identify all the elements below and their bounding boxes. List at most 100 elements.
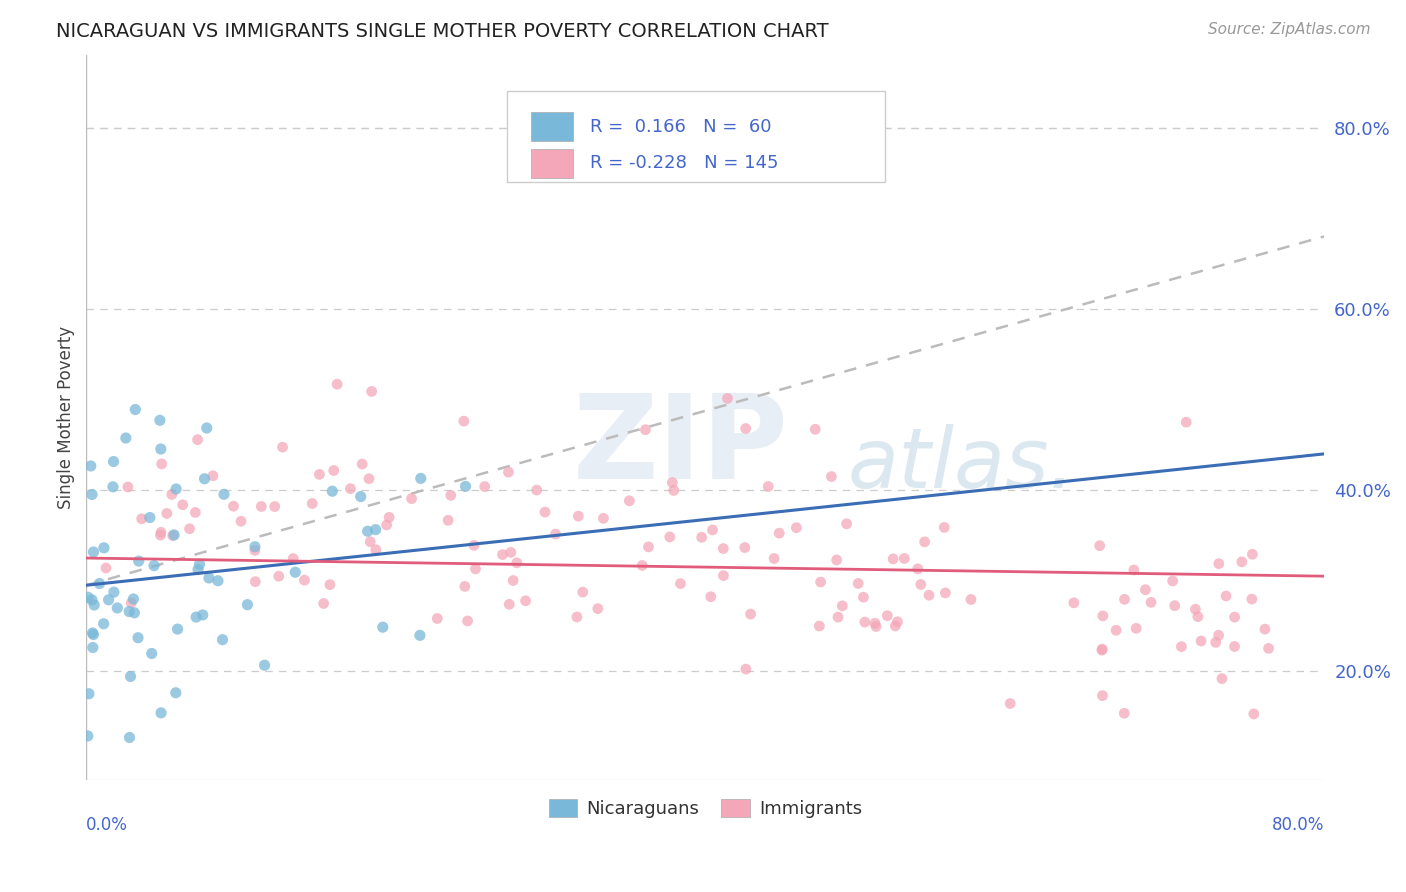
Point	[312, 597, 335, 611]
Point	[160, 487, 183, 501]
Point	[825, 553, 848, 567]
Point	[1241, 547, 1264, 561]
Point	[716, 392, 738, 406]
Point	[658, 530, 681, 544]
Point	[631, 558, 654, 573]
Point	[356, 524, 378, 539]
Point	[669, 576, 692, 591]
Point	[515, 594, 537, 608]
Point	[207, 574, 229, 588]
Point	[211, 632, 233, 647]
Point	[250, 500, 273, 514]
Point	[212, 487, 235, 501]
Point	[918, 588, 941, 602]
Point	[188, 558, 211, 572]
Point	[77, 687, 100, 701]
Point	[156, 507, 179, 521]
Legend: Nicaraguans, Immigrants: Nicaraguans, Immigrants	[541, 792, 869, 825]
Point	[352, 457, 374, 471]
Point	[319, 577, 342, 591]
Point	[914, 534, 936, 549]
Point	[1164, 599, 1187, 613]
Point	[893, 551, 915, 566]
Point	[245, 574, 267, 589]
Point	[820, 469, 842, 483]
Point	[243, 540, 266, 554]
Point	[360, 384, 382, 399]
Point	[474, 479, 496, 493]
Point	[735, 662, 758, 676]
Point	[1088, 539, 1111, 553]
Point	[82, 626, 104, 640]
Point	[371, 620, 394, 634]
Point	[1114, 592, 1136, 607]
Point	[321, 484, 343, 499]
Point	[322, 463, 344, 477]
Point	[1114, 706, 1136, 721]
Point	[165, 482, 187, 496]
Point	[141, 647, 163, 661]
Point	[375, 518, 398, 533]
Point	[506, 556, 529, 570]
Point	[243, 543, 266, 558]
Point	[103, 585, 125, 599]
Point	[498, 465, 520, 479]
Point	[464, 562, 486, 576]
Point	[910, 577, 932, 591]
Point	[1135, 582, 1157, 597]
Point	[124, 402, 146, 417]
Point	[120, 669, 142, 683]
Point	[846, 576, 869, 591]
Point	[409, 471, 432, 485]
Point	[117, 480, 139, 494]
Point	[150, 457, 173, 471]
Point	[491, 548, 513, 562]
Point	[1257, 641, 1279, 656]
Point	[357, 472, 380, 486]
Point	[339, 482, 361, 496]
Point	[198, 571, 221, 585]
Point	[401, 491, 423, 506]
Point	[263, 500, 285, 514]
Point	[785, 521, 807, 535]
Point	[284, 566, 307, 580]
Point	[499, 545, 522, 559]
Point	[283, 551, 305, 566]
Point	[101, 480, 124, 494]
Point	[191, 607, 214, 622]
Point	[884, 619, 907, 633]
Point	[1254, 622, 1277, 636]
Point	[1184, 602, 1206, 616]
Point	[165, 686, 187, 700]
Point	[502, 574, 524, 588]
Point	[1105, 624, 1128, 638]
Point	[1223, 610, 1246, 624]
Point	[149, 442, 172, 456]
Text: 80.0%: 80.0%	[1272, 816, 1324, 834]
Point	[907, 562, 929, 576]
Point	[222, 500, 245, 514]
Point	[301, 496, 323, 510]
Point	[236, 598, 259, 612]
Point	[83, 598, 105, 612]
Point	[1208, 557, 1230, 571]
Point	[1240, 592, 1263, 607]
Point	[690, 530, 713, 544]
Point	[93, 616, 115, 631]
Point	[350, 490, 373, 504]
Point	[634, 423, 657, 437]
Point	[94, 561, 117, 575]
Point	[124, 606, 146, 620]
Point	[534, 505, 557, 519]
Point	[253, 658, 276, 673]
Point	[740, 607, 762, 621]
Point	[463, 538, 485, 552]
Point	[163, 528, 186, 542]
Point	[831, 599, 853, 613]
Point	[1223, 640, 1246, 654]
Point	[1175, 415, 1198, 429]
Point	[571, 585, 593, 599]
Point	[426, 611, 449, 625]
Point	[1230, 555, 1253, 569]
Point	[294, 573, 316, 587]
